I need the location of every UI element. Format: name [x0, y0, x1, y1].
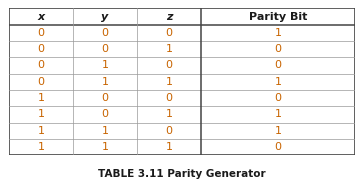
Text: 1: 1	[102, 126, 108, 136]
Text: z: z	[166, 12, 172, 22]
Text: 0: 0	[37, 44, 44, 54]
Text: 0: 0	[37, 28, 44, 38]
Text: 0: 0	[274, 93, 281, 103]
Text: 1: 1	[274, 126, 281, 136]
Text: Parity Bit: Parity Bit	[249, 12, 307, 22]
Text: y: y	[102, 12, 109, 22]
Text: 0: 0	[102, 93, 108, 103]
Text: 0: 0	[37, 77, 44, 87]
Text: 1: 1	[274, 77, 281, 87]
Text: 1: 1	[102, 61, 108, 70]
Text: 0: 0	[166, 61, 173, 70]
Text: 1: 1	[102, 77, 108, 87]
Text: 1: 1	[274, 28, 281, 38]
Text: 1: 1	[166, 44, 173, 54]
Text: 1: 1	[37, 109, 44, 119]
Text: 0: 0	[37, 61, 44, 70]
Text: 1: 1	[274, 109, 281, 119]
Text: 1: 1	[166, 77, 173, 87]
Text: 1: 1	[37, 93, 44, 103]
Text: 0: 0	[274, 44, 281, 54]
Text: 0: 0	[166, 28, 173, 38]
Text: 0: 0	[102, 44, 108, 54]
Text: 0: 0	[166, 126, 173, 136]
Text: 1: 1	[37, 126, 44, 136]
Text: 0: 0	[102, 109, 108, 119]
Text: 0: 0	[274, 142, 281, 152]
Text: 1: 1	[166, 109, 173, 119]
Text: 1: 1	[37, 142, 44, 152]
Text: TABLE 3.11 Parity Generator: TABLE 3.11 Parity Generator	[98, 169, 266, 179]
Text: x: x	[37, 12, 45, 22]
Text: 1: 1	[166, 142, 173, 152]
Text: 1: 1	[102, 142, 108, 152]
Text: 0: 0	[102, 28, 108, 38]
Text: 0: 0	[166, 93, 173, 103]
Text: 0: 0	[274, 61, 281, 70]
